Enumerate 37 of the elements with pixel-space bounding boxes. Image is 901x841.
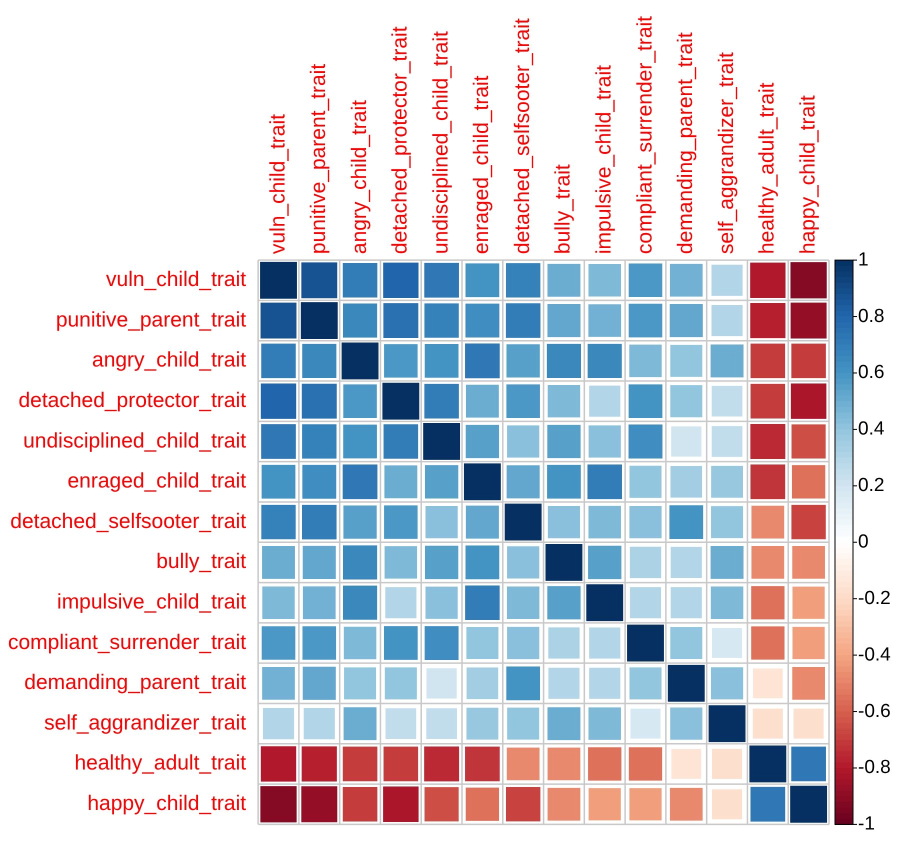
color-bar-label: 0.6 [858, 362, 884, 384]
y-tick-label: self_aggrandizer_trait [44, 711, 246, 734]
x-tick-label: enraged_child_trait [470, 75, 494, 254]
y-tick-label: vuln_child_trait [106, 268, 246, 292]
color-bar-label: -0.8 [858, 757, 891, 778]
x-tick-label: angry_child_trait [348, 100, 371, 254]
color-bar-label: -0.4 [858, 644, 892, 666]
y-tick-label: undisciplined_child_trait [23, 429, 246, 452]
y-tick-label: punitive_parent_trait [56, 308, 246, 332]
color-bar-label: 0.8 [858, 306, 884, 327]
y-tick-label: detached_protector_trait [18, 388, 246, 412]
x-tick-label: bully_trait [552, 164, 575, 254]
y-tick-label: impulsive_child_trait [57, 590, 246, 614]
color-bar-label: 0.4 [858, 418, 885, 440]
color-bar-label: -0.2 [858, 588, 891, 609]
color-bar-label: -0.6 [858, 700, 891, 722]
x-tick-label: impulsive_child_trait [592, 64, 616, 254]
color-bar-label: -1 [858, 814, 875, 835]
y-tick-label: happy_child_trait [87, 792, 246, 816]
y-tick-label: bully_trait [156, 550, 246, 574]
x-tick-label: self_aggrandizer_trait [714, 52, 738, 254]
y-tick-label: compliant_surrender_trait [8, 630, 246, 654]
x-tick-label: happy_child_trait [796, 95, 820, 254]
x-tick-label: detached_selfsooter_trait [510, 18, 534, 254]
x-tick-label: demanding_parent_trait [674, 32, 698, 254]
color-bar-label: 1 [858, 249, 869, 270]
x-tick-label: healthy_adult_trait [756, 82, 779, 254]
y-tick-label: detached_selfsooter_trait [10, 510, 246, 533]
y-tick-label: angry_child_trait [92, 348, 246, 372]
y-tick-label: demanding_parent_trait [24, 671, 246, 694]
y-tick-label: enraged_child_trait [67, 470, 246, 493]
color-bar-label: 0.2 [858, 475, 884, 496]
x-tick-label: undisciplined_child_trait [429, 30, 452, 254]
x-tick-label: compliant_surrender_trait [633, 16, 656, 254]
color-bar-label: 0 [858, 531, 869, 552]
x-tick-label: detached_protector_trait [388, 26, 412, 254]
y-tick-label: healthy_adult_trait [74, 752, 246, 775]
